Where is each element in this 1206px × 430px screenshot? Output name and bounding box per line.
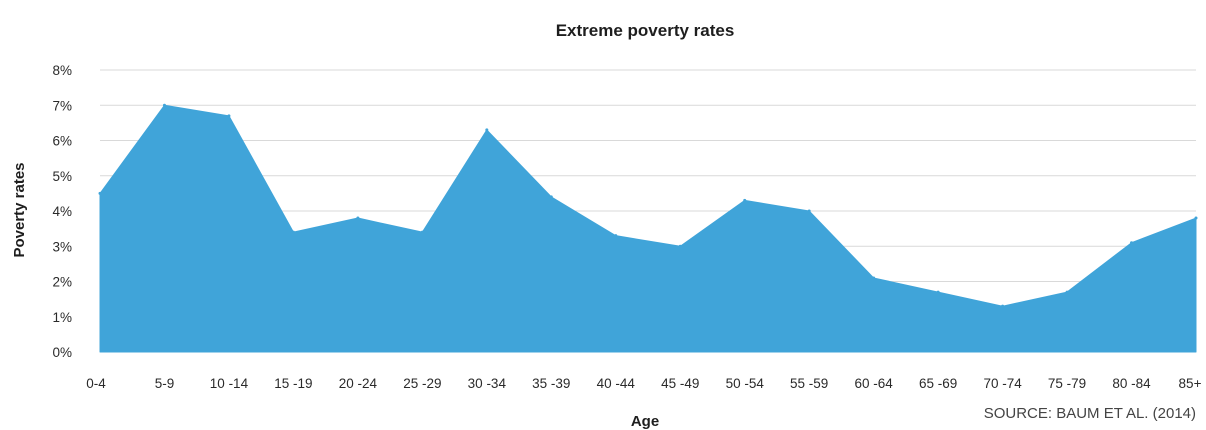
data-point [291, 230, 295, 234]
data-point [1001, 304, 1005, 308]
data-point [420, 230, 424, 234]
x-tick-label: 65 -69 [919, 376, 957, 391]
area-series [98, 103, 1198, 353]
x-tick-label: 35 -39 [532, 376, 570, 391]
source-note: SOURCE: BAUM ET AL. (2014) [984, 405, 1196, 422]
area-fill [99, 104, 1197, 353]
x-axis-label: Age [631, 413, 659, 430]
x-tick-label: 0-4 [86, 376, 106, 391]
x-tick-label: 5-9 [155, 376, 175, 391]
y-tick-label: 2% [52, 275, 72, 290]
x-axis-ticks: 0-4 5-9 10 -14 15 -19 20 -24 25 -29 30 -34 35 -… [86, 376, 1201, 391]
y-axis-ticks: 0% 1% 2% 3% 4% 5% 6% 7% 8% [52, 63, 72, 360]
data-point [743, 198, 747, 202]
chart-title: Extreme poverty rates [556, 21, 735, 40]
y-tick-label: 7% [52, 98, 72, 113]
data-point [1194, 216, 1198, 220]
data-point [485, 128, 489, 132]
data-point [678, 244, 682, 248]
x-tick-label: 55 -59 [790, 376, 828, 391]
x-tick-label: 40 -44 [597, 376, 636, 391]
y-tick-label: 1% [52, 310, 72, 325]
data-point [1130, 241, 1134, 245]
x-tick-label: 85+ [1179, 376, 1202, 391]
data-point [162, 103, 166, 107]
data-point [936, 290, 940, 294]
x-tick-label: 20 -24 [339, 376, 378, 391]
data-point [227, 114, 231, 118]
x-tick-label: 45 -49 [661, 376, 699, 391]
data-point [98, 191, 102, 195]
data-point [1065, 290, 1069, 294]
data-point [872, 276, 876, 280]
y-tick-label: 0% [52, 345, 72, 360]
x-tick-label: 30 -34 [468, 376, 507, 391]
x-tick-label: 70 -74 [983, 376, 1022, 391]
x-tick-label: 75 -79 [1048, 376, 1086, 391]
y-tick-label: 4% [52, 204, 72, 219]
x-tick-label: 80 -84 [1112, 376, 1151, 391]
data-point [807, 209, 811, 213]
x-tick-label: 50 -54 [726, 376, 765, 391]
x-tick-label: 60 -64 [855, 376, 894, 391]
data-point [614, 234, 618, 238]
data-point [549, 195, 553, 199]
x-tick-label: 15 -19 [274, 376, 312, 391]
y-axis-label: Poverty rates [11, 162, 28, 257]
y-tick-label: 6% [52, 134, 72, 149]
y-tick-label: 8% [52, 63, 72, 78]
y-tick-label: 3% [52, 239, 72, 254]
y-tick-label: 5% [52, 169, 72, 184]
x-tick-label: 25 -29 [403, 376, 441, 391]
data-point [356, 216, 360, 220]
x-tick-label: 10 -14 [210, 376, 249, 391]
